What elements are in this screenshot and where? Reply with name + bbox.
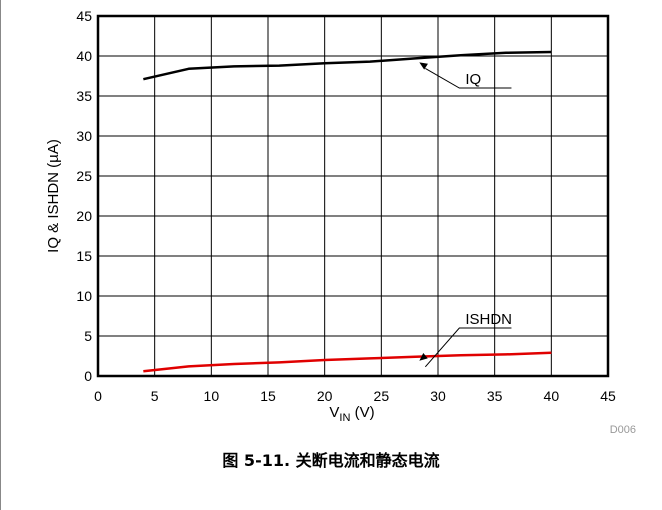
annotation-arrow-ishdn — [419, 353, 428, 361]
annotation-label-iq: IQ — [465, 71, 481, 88]
grid — [98, 16, 608, 376]
x-tick-label: 40 — [544, 388, 560, 404]
y-tick-label: 5 — [84, 328, 92, 344]
x-tick-label: 25 — [374, 388, 390, 404]
x-tick-label: 15 — [260, 388, 276, 404]
figure-id: D006 — [610, 424, 636, 436]
x-axis-label-unit: (V) — [350, 404, 374, 421]
y-tick-label: 0 — [84, 368, 92, 384]
series-line-iq — [143, 50, 552, 81]
x-axis-label: VIN (V) — [329, 404, 374, 424]
y-tick-label: 25 — [76, 168, 92, 184]
chart: 0 5 10 15 20 25 30 35 40 45 0 5 10 15 20 25 30 35 40 45 IQ… — [45, 8, 636, 436]
x-tick-label: 5 — [151, 388, 159, 404]
x-tick-label: 0 — [94, 388, 102, 404]
y-axis-label: IQ & ISHDN (µA) — [45, 139, 62, 253]
y-tick-label: 45 — [76, 8, 92, 24]
annotations: IQ ISHDN — [419, 62, 512, 368]
series-line-ishdn — [143, 351, 552, 373]
x-tick-label: 45 — [600, 388, 616, 404]
y-tick-label: 20 — [76, 208, 92, 224]
plot-frame — [96, 14, 610, 378]
x-axis-label-main: V — [329, 404, 339, 421]
x-tick-label: 10 — [204, 388, 220, 404]
left-border — [0, 0, 1, 510]
y-tick-label: 35 — [76, 88, 92, 104]
y-tick-label: 10 — [76, 288, 92, 304]
y-tick-label: 15 — [76, 248, 92, 264]
y-tick-labels: 0 5 10 15 20 25 30 35 40 45 — [76, 8, 92, 384]
x-tick-label: 35 — [487, 388, 503, 404]
x-axis-label-sub: IN — [339, 412, 350, 424]
x-tick-label: 20 — [317, 388, 333, 404]
annotation-arrow-iq — [419, 62, 428, 70]
figure-caption: 图 5-11. 关断电流和静态电流 — [222, 451, 440, 470]
y-tick-label: 30 — [76, 128, 92, 144]
y-tick-label: 40 — [76, 48, 92, 64]
x-tick-labels: 0 5 10 15 20 25 30 35 40 45 — [94, 388, 616, 404]
series-group — [143, 50, 552, 373]
annotation-label-ishdn: ISHDN — [465, 311, 512, 328]
x-tick-label: 30 — [430, 388, 446, 404]
